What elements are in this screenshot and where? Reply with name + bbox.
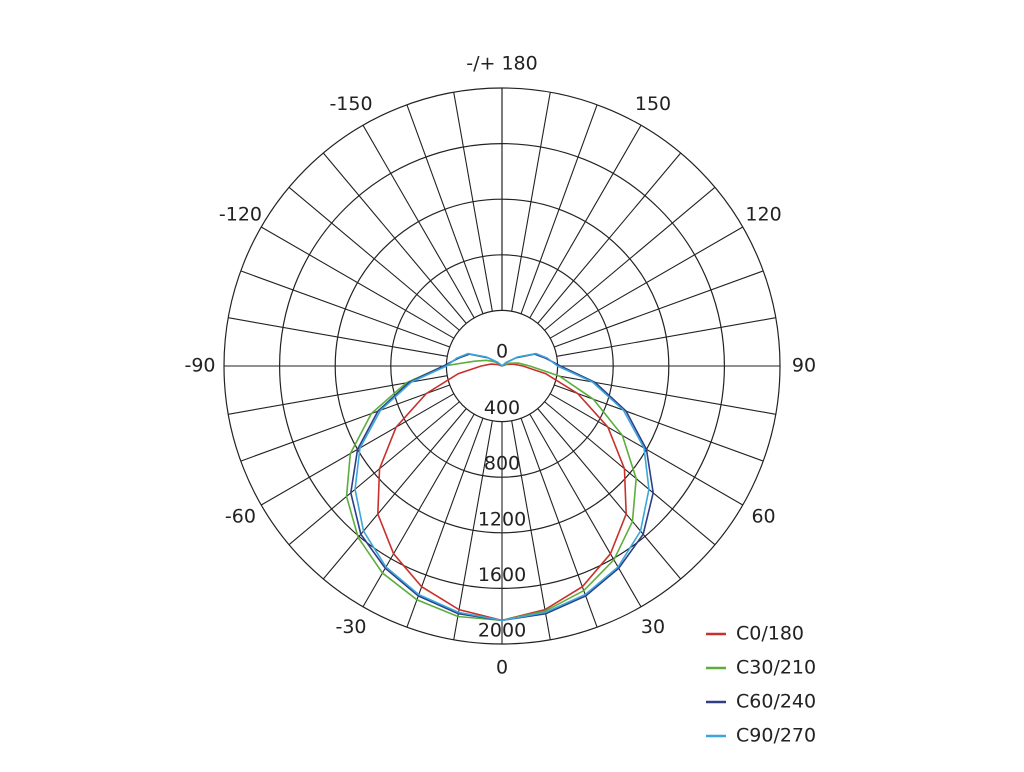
angle-tick-label: -60 [225, 506, 256, 528]
angle-tick-label: 60 [751, 506, 775, 528]
angle-tick-label: 120 [745, 204, 781, 226]
radial-tick-label: 2000 [478, 620, 526, 642]
angle-tick-label: 0 [496, 657, 508, 679]
angle-tick-label: 90 [792, 355, 816, 377]
ring [223, 87, 781, 645]
ring [334, 198, 670, 534]
radial-tick-label: 400 [484, 397, 520, 419]
angle-tick-label: 30 [641, 616, 665, 638]
angle-tick-label: -90 [184, 355, 215, 377]
legend-label: C30/210 [736, 657, 816, 679]
legend-label: C90/270 [736, 725, 816, 747]
radial-tick-label: 1600 [478, 564, 526, 586]
radial-tick-label: 0 [496, 341, 508, 363]
radial-tick-label: 1200 [478, 508, 526, 530]
angle-tick-label: -/+ 180 [466, 53, 537, 75]
legend: C0/180 C30/210 C60/240 C90/270 [706, 623, 816, 747]
angle-tick-label: -30 [335, 616, 366, 638]
angle-tick-label: -150 [329, 93, 372, 115]
angle-tick-label: 150 [635, 93, 671, 115]
angle-tick-label: -120 [219, 204, 262, 226]
ring [390, 254, 614, 478]
radial-tick-label: 800 [484, 453, 520, 475]
legend-label: C60/240 [736, 691, 816, 713]
legend-label: C0/180 [736, 623, 804, 645]
intensity-curve [354, 352, 650, 622]
curves [345, 352, 655, 622]
intensity-curve [345, 359, 637, 622]
ring [279, 143, 725, 589]
labels: 0 400 800 1200 1600 2000 0 30 60 90 120 150 -/+ 180 -… [184, 53, 816, 679]
